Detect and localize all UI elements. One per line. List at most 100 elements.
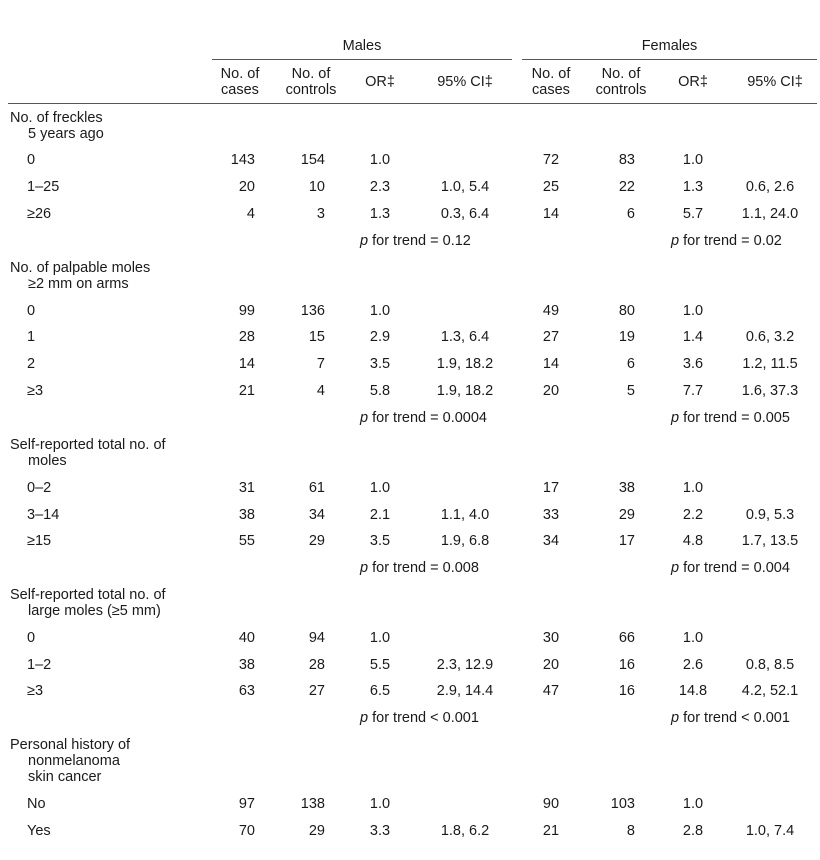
cell-m-controls: 10 xyxy=(308,179,325,195)
cell-f-ci: 1.2, 11.5 xyxy=(742,356,798,372)
cell-m-controls: 136 xyxy=(300,303,325,319)
cell-m-controls: 4 xyxy=(316,383,325,399)
cell-f-ci: 0.9, 5.3 xyxy=(745,507,795,523)
cell-f-or: 7.7 xyxy=(682,383,704,399)
row-label: 1–25 xyxy=(27,179,60,195)
col-ci-header: 95% CI‡ xyxy=(437,74,493,90)
row-label: 0 xyxy=(27,152,36,168)
row-label: No xyxy=(27,796,46,812)
col-or-header: OR‡ xyxy=(365,74,395,90)
trend-females: p for trend < 0.001 xyxy=(671,710,790,726)
cell-f-or: 4.8 xyxy=(682,533,704,549)
cell-f-ci: 0.6, 2.6 xyxy=(745,179,795,195)
cell-m-cases: 143 xyxy=(230,152,255,168)
cell-m-or: 1.3 xyxy=(369,206,391,222)
cell-f-cases: 14 xyxy=(542,356,560,372)
cell-f-cases: 72 xyxy=(542,152,560,168)
cell-m-controls: 34 xyxy=(308,507,325,523)
trend-males: p for trend = 0.0004 xyxy=(360,410,487,426)
col-cases-header: No. of cases xyxy=(220,66,260,98)
cell-f-controls: 8 xyxy=(626,823,635,839)
cell-m-ci: 1.3, 6.4 xyxy=(440,329,490,345)
cell-m-cases: 28 xyxy=(238,329,255,345)
cell-m-or: 2.9 xyxy=(369,329,391,345)
cell-m-controls: 15 xyxy=(308,329,325,345)
males-header: Males xyxy=(342,38,382,54)
cell-m-or: 1.0 xyxy=(369,796,391,812)
trend-males: p for trend < 0.001 xyxy=(360,710,479,726)
trend-males: p for trend = 0.12 xyxy=(360,233,471,249)
cell-m-or: 2.1 xyxy=(369,507,391,523)
row-label: ≥15 xyxy=(27,533,52,549)
cell-m-cases: 99 xyxy=(238,303,255,319)
cell-m-ci: 1.8, 6.2 xyxy=(440,823,490,839)
row-label: Yes xyxy=(27,823,51,839)
row-label: ≥26 xyxy=(27,206,52,222)
cell-f-controls: 19 xyxy=(618,329,635,345)
cell-f-controls: 38 xyxy=(618,480,635,496)
col-controls-header: No. of controls xyxy=(285,66,337,98)
cell-m-controls: 3 xyxy=(316,206,325,222)
cell-f-or: 1.0 xyxy=(682,152,704,168)
cell-f-controls: 16 xyxy=(618,657,635,673)
cell-f-ci: 1.1, 24.0 xyxy=(741,206,799,222)
females-rule xyxy=(522,59,817,60)
cell-m-ci: 2.9, 14.4 xyxy=(436,683,494,699)
cell-f-ci: 1.6, 37.3 xyxy=(741,383,799,399)
cell-m-controls: 94 xyxy=(308,630,325,646)
header-rule xyxy=(8,103,817,104)
cell-m-or: 5.5 xyxy=(369,657,391,673)
section-title: Personal history of nonmelanoma skin cance… xyxy=(10,737,131,785)
cell-m-controls: 138 xyxy=(300,796,325,812)
cell-m-or: 1.0 xyxy=(369,152,391,168)
section-title: Self-reported total no. of large moles (≥… xyxy=(10,587,166,619)
cell-m-controls: 27 xyxy=(308,683,325,699)
cell-f-or: 2.8 xyxy=(682,823,704,839)
cell-m-ci: 0.3, 6.4 xyxy=(440,206,490,222)
females-header: Females xyxy=(641,38,698,54)
cell-f-or: 2.2 xyxy=(682,507,704,523)
cell-f-controls: 22 xyxy=(618,179,635,195)
cell-f-ci: 0.8, 8.5 xyxy=(745,657,795,673)
cell-m-or: 2.3 xyxy=(369,179,391,195)
section-title: Self-reported total no. of moles xyxy=(10,437,166,469)
cell-f-cases: 20 xyxy=(542,383,560,399)
cell-f-cases: 20 xyxy=(542,657,560,673)
cell-m-cases: 63 xyxy=(238,683,255,699)
cell-f-or: 14.8 xyxy=(678,683,708,699)
cell-m-cases: 31 xyxy=(238,480,255,496)
trend-females: p for trend = 0.02 xyxy=(671,233,782,249)
col-cases-header: No. of cases xyxy=(531,66,571,98)
cell-f-cases: 90 xyxy=(542,796,560,812)
row-label: 1 xyxy=(27,329,36,345)
cell-m-ci: 2.3, 12.9 xyxy=(436,657,494,673)
cell-f-controls: 5 xyxy=(626,383,635,399)
cell-f-or: 5.7 xyxy=(682,206,704,222)
males-rule xyxy=(212,59,512,60)
cell-f-or: 1.0 xyxy=(682,630,704,646)
cell-f-or: 2.6 xyxy=(682,657,704,673)
cell-f-ci: 1.0, 7.4 xyxy=(745,823,795,839)
cell-f-or: 3.6 xyxy=(682,356,704,372)
cell-m-or: 6.5 xyxy=(369,683,391,699)
section-title: No. of palpable moles ≥2 mm on arms xyxy=(10,260,151,292)
cell-m-cases: 97 xyxy=(238,796,255,812)
col-controls-header: No. of controls xyxy=(595,66,647,98)
cell-f-controls: 6 xyxy=(626,356,635,372)
cell-m-or: 3.5 xyxy=(369,356,391,372)
cell-f-ci: 1.7, 13.5 xyxy=(741,533,799,549)
row-label: 2 xyxy=(27,356,36,372)
cell-f-cases: 27 xyxy=(542,329,560,345)
cell-m-controls: 7 xyxy=(316,356,325,372)
cell-m-ci: 1.9, 18.2 xyxy=(436,356,494,372)
trend-males: p for trend = 0.008 xyxy=(360,560,479,576)
cell-m-controls: 29 xyxy=(308,823,325,839)
cell-f-cases: 14 xyxy=(542,206,560,222)
cell-m-ci: 1.0, 5.4 xyxy=(440,179,490,195)
cell-f-controls: 103 xyxy=(610,796,635,812)
cell-m-or: 5.8 xyxy=(369,383,391,399)
section-title: No. of freckles 5 years ago xyxy=(10,110,104,142)
cell-m-cases: 14 xyxy=(238,356,255,372)
cell-f-or: 1.3 xyxy=(682,179,704,195)
